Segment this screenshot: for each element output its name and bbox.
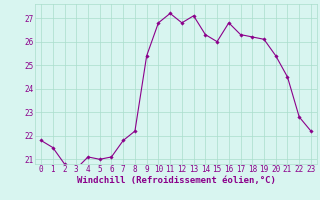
X-axis label: Windchill (Refroidissement éolien,°C): Windchill (Refroidissement éolien,°C) [76,176,276,185]
